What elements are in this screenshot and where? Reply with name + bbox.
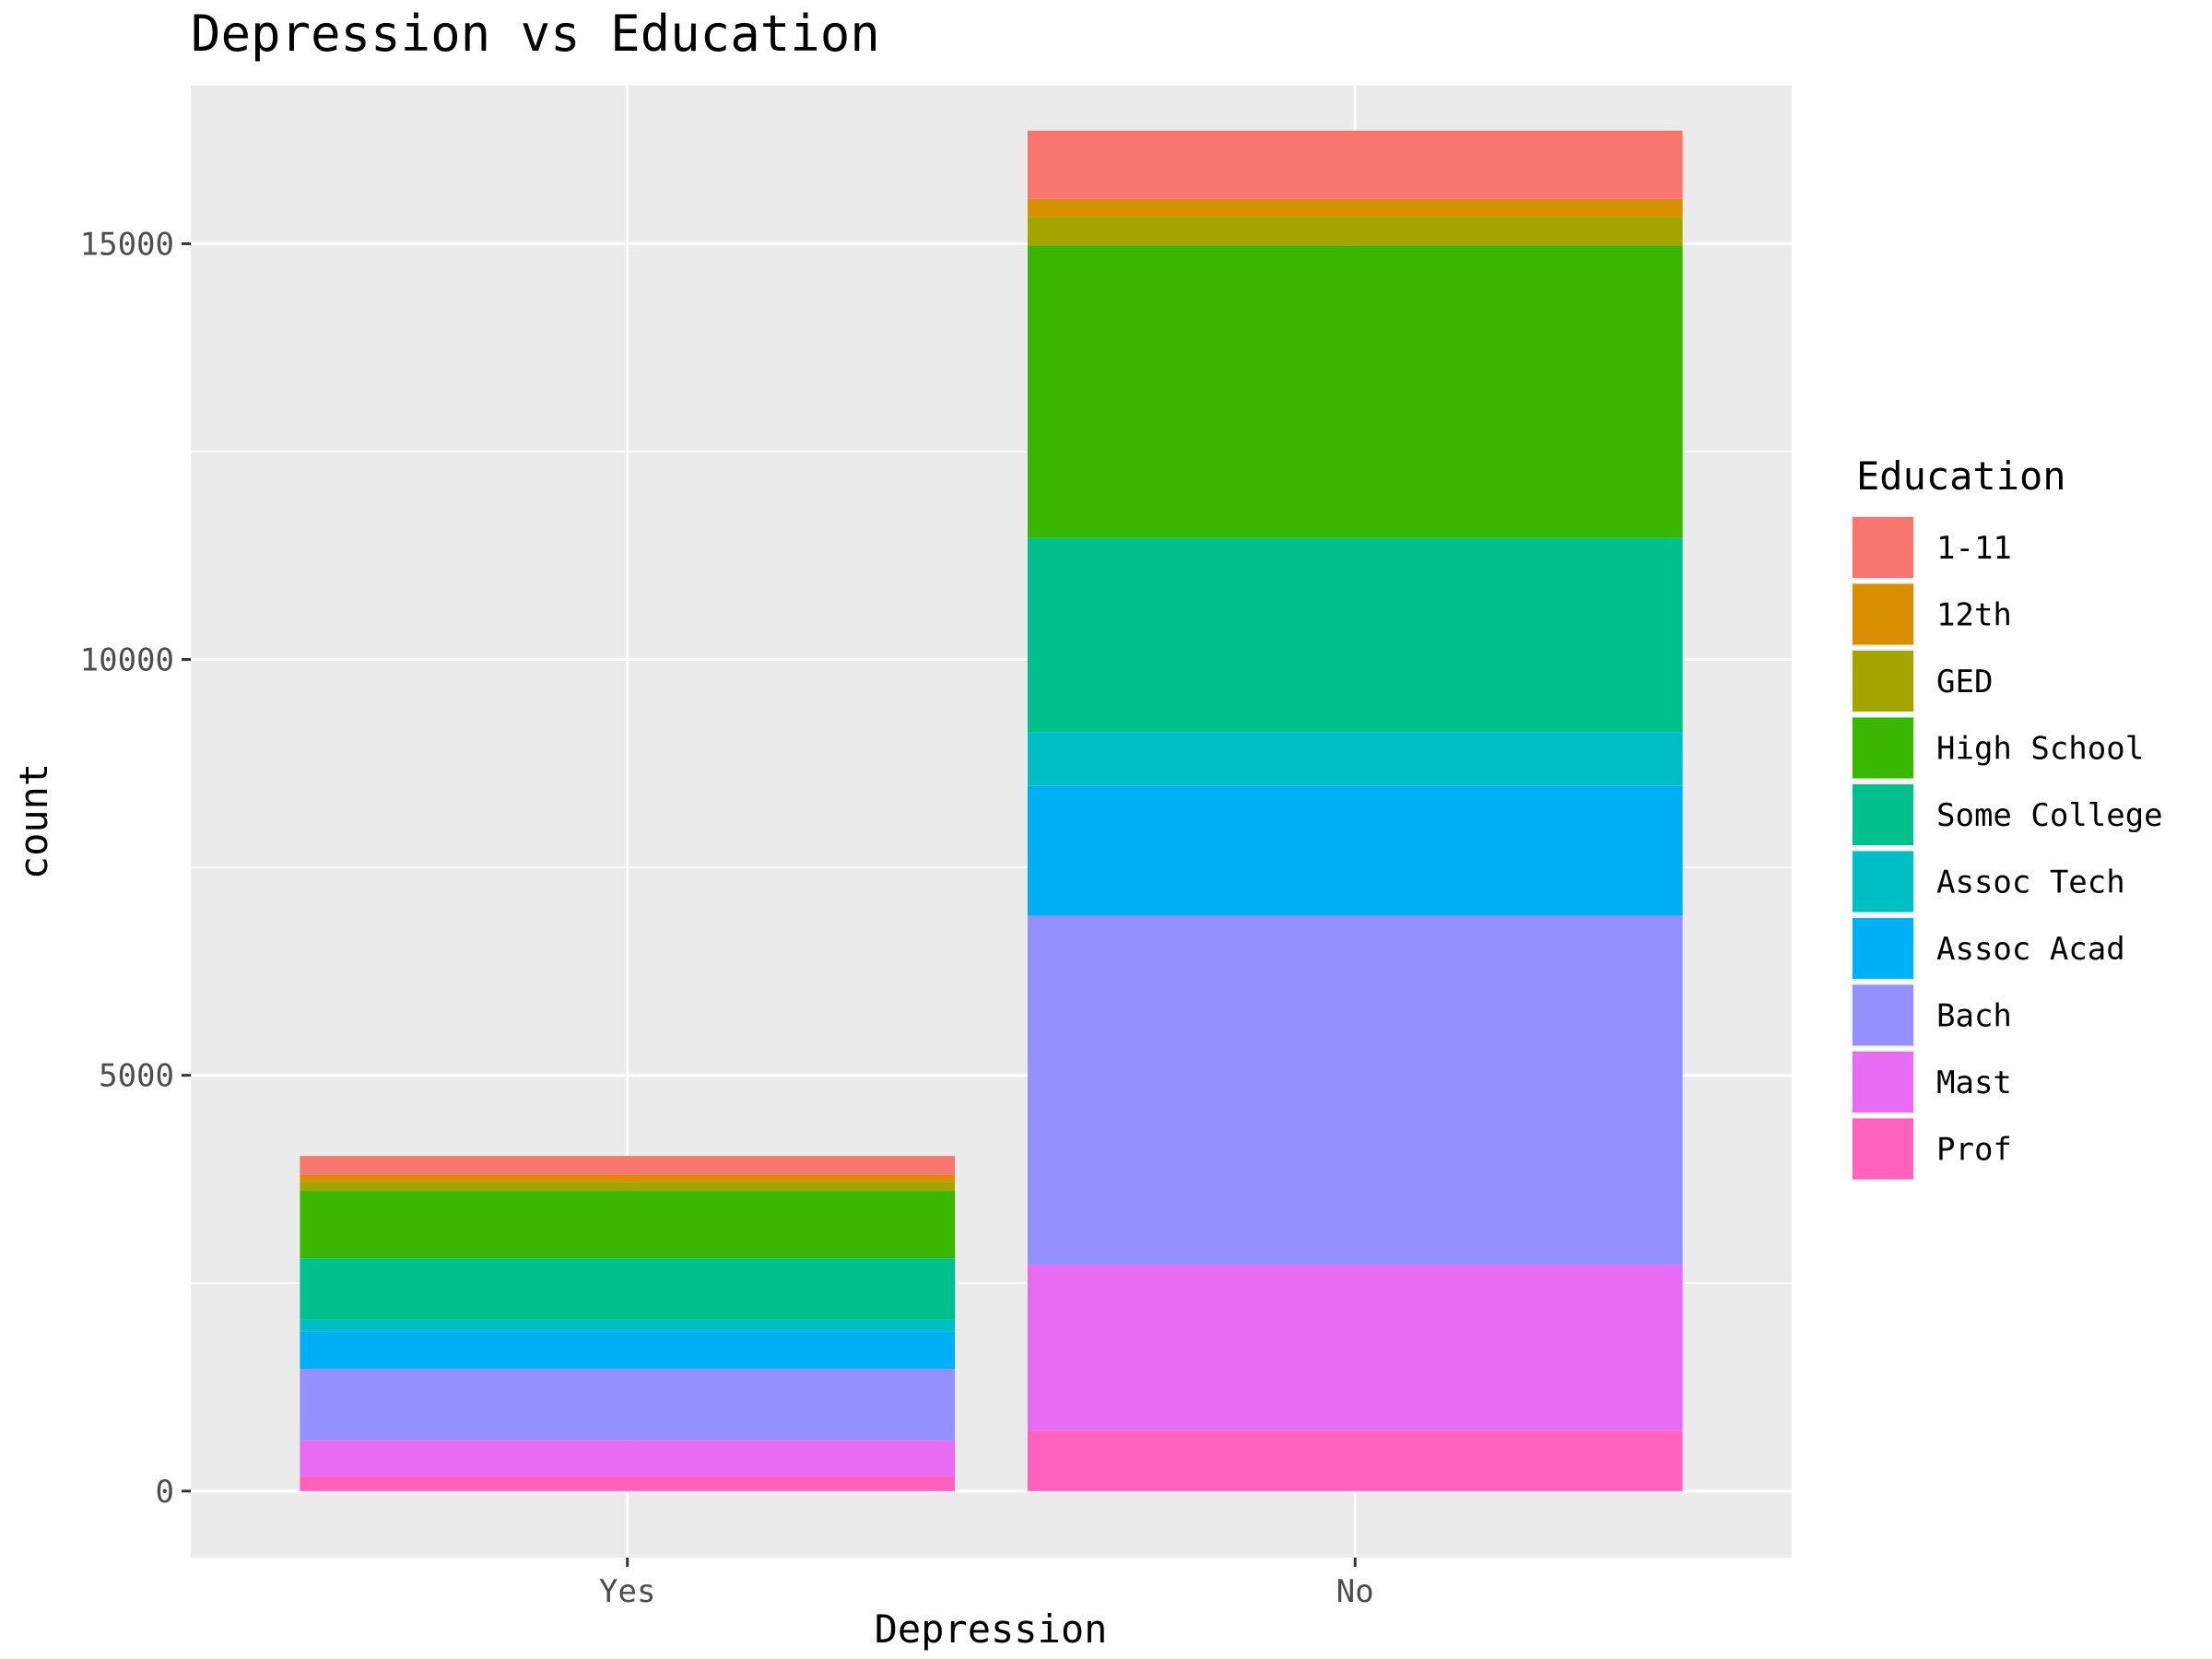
bar-segment xyxy=(300,1174,956,1182)
bar-segment xyxy=(300,1319,956,1332)
legend-swatch xyxy=(1853,583,1913,645)
legend-swatch xyxy=(1853,517,1913,578)
legend-swatch xyxy=(1853,984,1913,1046)
bar-segment xyxy=(1027,732,1683,786)
legend: Education 1-11 12th GED High School Some Col… xyxy=(1851,453,2163,1182)
legend-label: Some College xyxy=(1936,797,2163,834)
bar-segment xyxy=(1027,785,1683,916)
bar-segment xyxy=(1027,1265,1683,1431)
chart-title: Depression vs Education xyxy=(191,5,880,63)
bar-segment xyxy=(300,1156,956,1175)
bar-segment xyxy=(1027,130,1683,199)
y-axis-title: count xyxy=(11,763,56,879)
bar-segment xyxy=(300,1476,956,1491)
y-tick-label: 15000 xyxy=(80,226,174,263)
bar-segment xyxy=(300,1182,956,1192)
legend-label: GED xyxy=(1936,664,1993,700)
bars xyxy=(300,130,1683,1491)
y-tick-label: 10000 xyxy=(80,642,174,679)
x-axis-title: Depression xyxy=(875,1606,1108,1652)
bar-segment xyxy=(1027,245,1683,538)
legend-label: Mast xyxy=(1936,1065,2012,1101)
bar-segment xyxy=(1027,537,1683,733)
y-tick-label: 0 xyxy=(156,1474,174,1511)
legend-label: Assoc Tech xyxy=(1936,865,2125,901)
axes: 0 5000 10000 15000 Yes No xyxy=(80,226,1374,1610)
legend-label: Assoc Acad xyxy=(1936,931,2125,968)
x-tick-label: Yes xyxy=(599,1573,655,1610)
bar-segment xyxy=(300,1258,956,1320)
legend-swatch xyxy=(1853,1118,1913,1180)
bar-segment xyxy=(300,1191,956,1259)
bar-segment xyxy=(1027,915,1683,1265)
bar-segment xyxy=(1027,217,1683,246)
bar-segment xyxy=(1027,1430,1683,1491)
legend-swatch xyxy=(1853,851,1913,912)
legend-label: High School xyxy=(1936,731,2144,768)
legend-label: Prof xyxy=(1936,1132,2012,1169)
bar-segment xyxy=(300,1369,956,1441)
legend-label: 1-11 xyxy=(1936,530,2012,567)
legend-swatch xyxy=(1853,1052,1913,1112)
legend-swatch xyxy=(1853,918,1913,979)
bar-segment xyxy=(300,1440,956,1477)
legend-label: 12th xyxy=(1936,597,2012,634)
legend-swatch xyxy=(1853,651,1913,712)
bar-segment xyxy=(1027,198,1683,218)
x-tick-label: No xyxy=(1336,1573,1374,1610)
legend-label: Bach xyxy=(1936,998,2012,1035)
y-tick-label: 5000 xyxy=(99,1058,174,1095)
bar-segment xyxy=(300,1331,956,1370)
legend-title: Education xyxy=(1856,453,2066,499)
legend-swatch xyxy=(1853,784,1913,845)
legend-swatch xyxy=(1853,717,1913,779)
